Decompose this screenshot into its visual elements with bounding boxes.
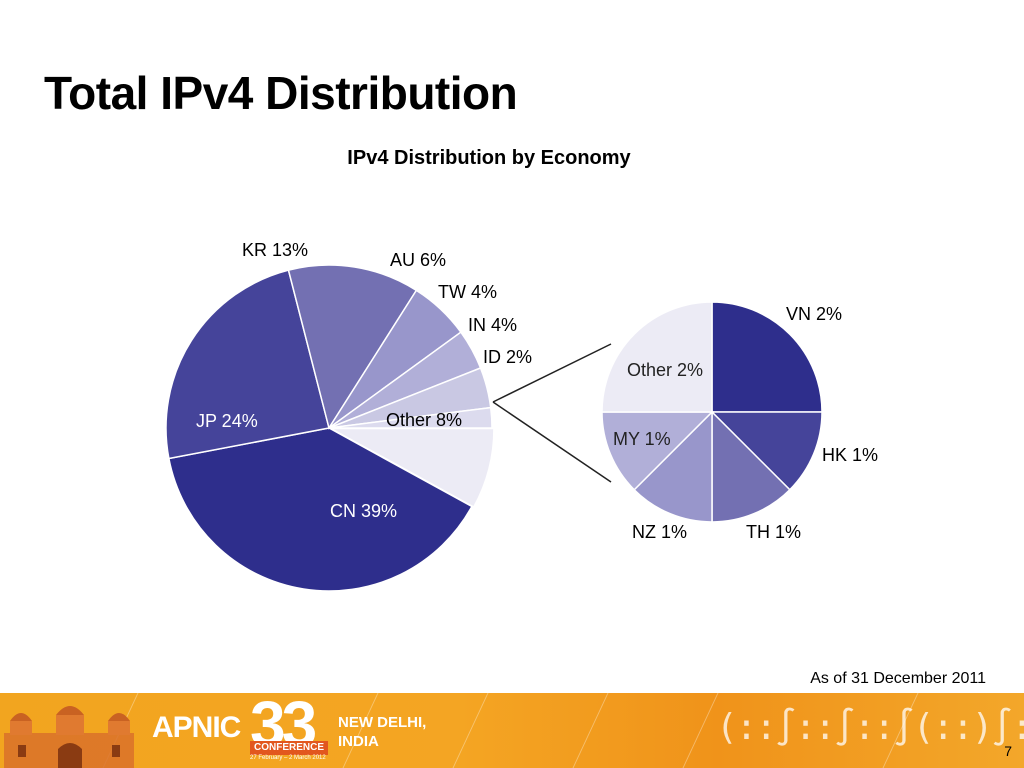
- conference-tag: CONFERENCE: [250, 741, 329, 755]
- chart-title: IPv4 Distribution by Economy: [347, 147, 631, 169]
- main-slice-cn: [168, 427, 473, 592]
- connector-line-bottom: [492, 401, 612, 483]
- connector-line-top: [492, 343, 612, 403]
- main-label-jp: JP 24%: [196, 411, 258, 431]
- conference-footer-banner: APNIC 33 CONFERENCE 27 February – 2 Marc…: [0, 693, 1024, 768]
- conference-dates: 27 February – 2 March 2012: [250, 755, 326, 761]
- decorative-pattern-icon: (::∫::∫::∫(::)∫::): [716, 707, 1024, 748]
- detail-label-my: MY 1%: [613, 429, 671, 449]
- main-slice-kr: [287, 264, 418, 430]
- detail-pie: VN 2% HK 1% TH 1% NZ 1% MY 1% Other 2%: [601, 301, 878, 542]
- connector-lines: [492, 343, 612, 483]
- detail-slice-nz: [633, 410, 713, 523]
- main-slice-jp: [165, 269, 330, 460]
- main-label-in: IN 4%: [468, 315, 517, 335]
- conference-city: NEW DELHI, INDIA: [338, 714, 427, 750]
- detail-label-other: Other 2%: [627, 360, 703, 380]
- detail-label-nz: NZ 1%: [632, 522, 687, 542]
- detail-slice-my: [601, 411, 714, 491]
- detail-label-vn: VN 2%: [786, 304, 842, 324]
- palace-illustration-icon: [4, 706, 134, 768]
- pie-chart-figure: IPv4 Distribution by Economy CN 39% JP 24…: [165, 147, 878, 592]
- detail-label-th: TH 1%: [746, 522, 801, 542]
- detail-slice-other: [601, 301, 713, 413]
- main-label-id: ID 2%: [483, 347, 532, 367]
- page-number: 7: [1004, 743, 1012, 759]
- detail-slice-th: [711, 410, 791, 523]
- main-label-au: AU 6%: [390, 250, 446, 270]
- main-pie: CN 39% JP 24% KR 13% AU 6% TW 4% IN 4% ID 2% Ot…: [165, 240, 532, 592]
- main-label-tw: TW 4%: [438, 282, 497, 302]
- detail-slice-hk: [710, 411, 823, 491]
- slide-title: Total IPv4 Distribution: [44, 67, 518, 119]
- main-slice-other: [330, 427, 495, 509]
- footnote-date: As of 31 December 2011: [810, 670, 986, 687]
- detail-label-hk: HK 1%: [822, 445, 878, 465]
- main-label-cn: CN 39%: [330, 501, 397, 521]
- main-label-kr: KR 13%: [242, 240, 308, 260]
- detail-slice-vn: [711, 301, 823, 413]
- apnic-logo-text: APNIC: [152, 711, 241, 744]
- main-label-other: Other 8%: [386, 410, 462, 430]
